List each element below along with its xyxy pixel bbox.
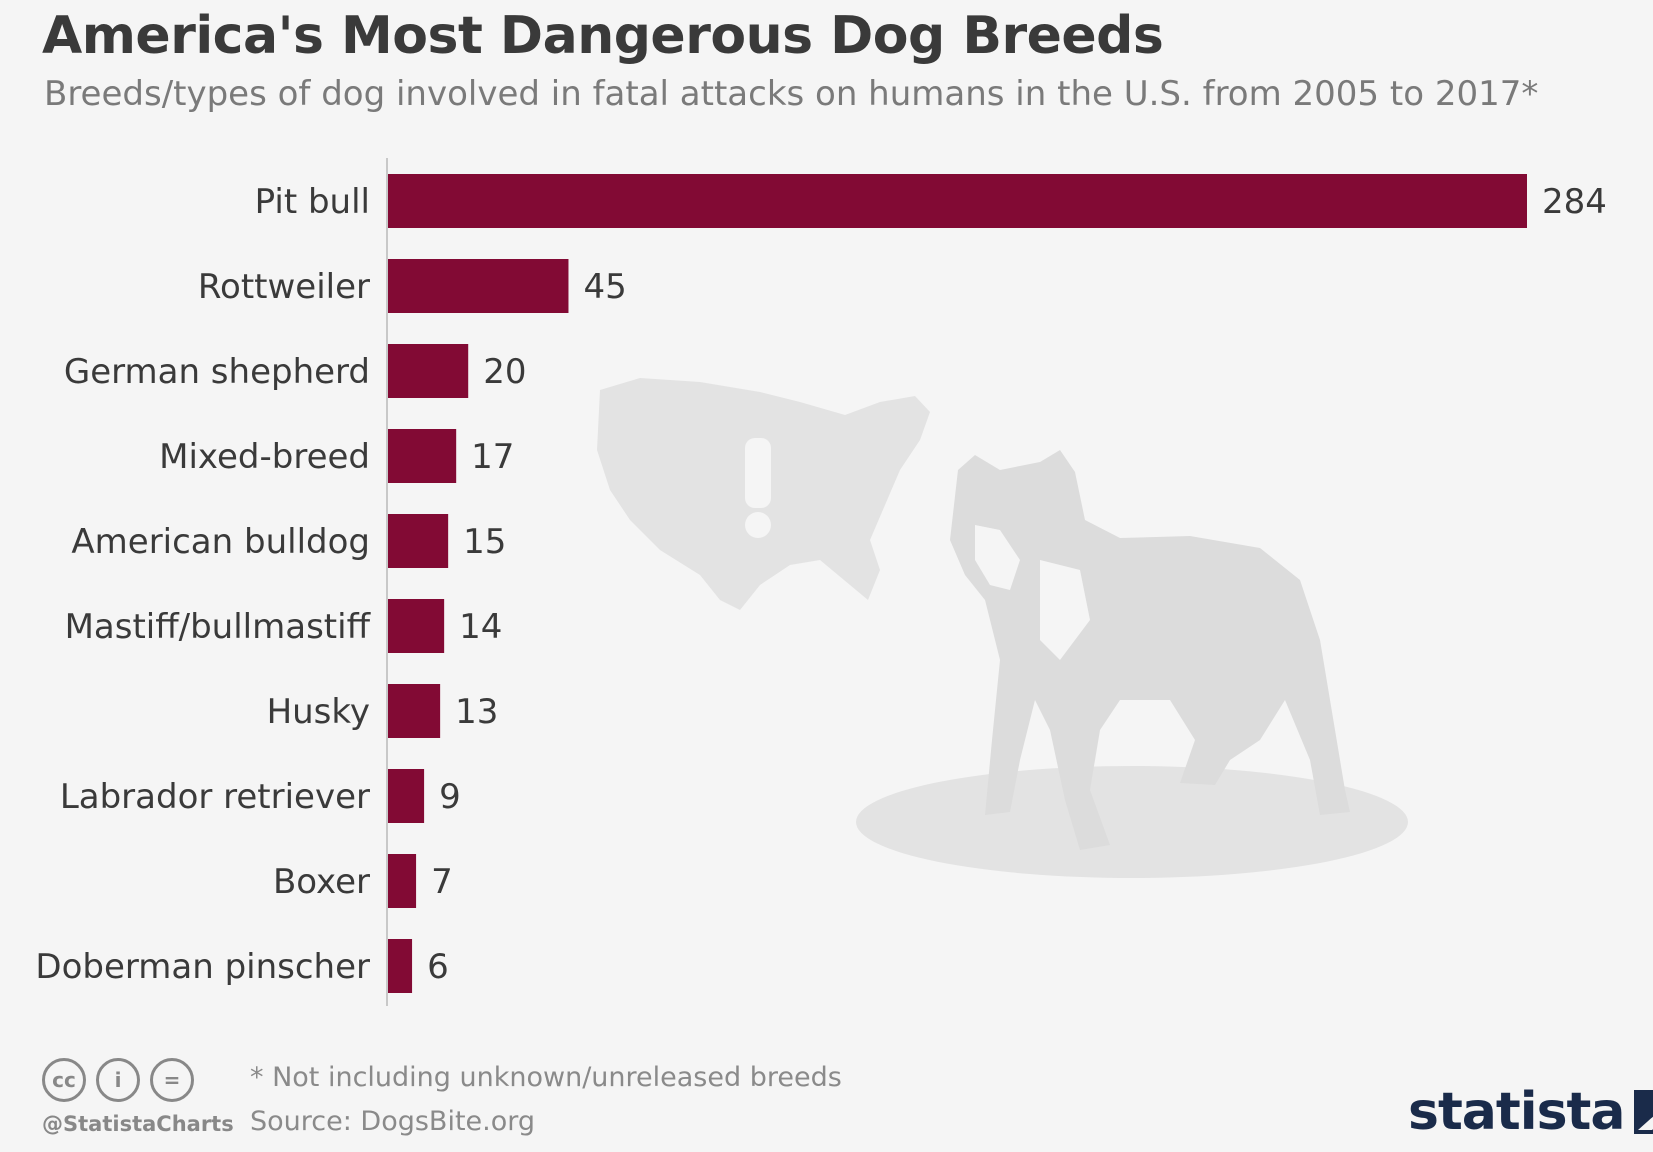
attribution-icon[interactable]: i bbox=[96, 1058, 140, 1102]
category-label: American bulldog bbox=[71, 522, 370, 562]
value-label: 13 bbox=[455, 692, 498, 732]
category-label: Mixed-breed bbox=[159, 437, 370, 477]
bar[interactable] bbox=[388, 174, 1527, 228]
exclamation-icon bbox=[745, 438, 771, 538]
category-label: Labrador retriever bbox=[60, 777, 370, 817]
value-label: 9 bbox=[439, 777, 461, 817]
statista-handle[interactable]: @StatistaCharts bbox=[42, 1112, 234, 1136]
category-label: Rottweiler bbox=[198, 267, 370, 307]
bar[interactable] bbox=[388, 769, 425, 823]
bar[interactable] bbox=[388, 344, 469, 398]
bar[interactable] bbox=[388, 599, 445, 653]
value-label: 6 bbox=[427, 947, 449, 987]
value-label: 45 bbox=[583, 267, 626, 307]
value-label: 15 bbox=[463, 522, 506, 562]
bar[interactable] bbox=[388, 854, 417, 908]
category-label: Boxer bbox=[273, 862, 370, 902]
bar[interactable] bbox=[388, 429, 457, 483]
category-label: German shepherd bbox=[64, 352, 370, 392]
category-label: Doberman pinscher bbox=[35, 947, 370, 987]
statista-wordmark: statista bbox=[1408, 1082, 1625, 1142]
chart-subtitle: Breeds/types of dog involved in fatal at… bbox=[44, 74, 1539, 114]
statista-logo-icon bbox=[1634, 1090, 1653, 1134]
bar[interactable] bbox=[388, 684, 441, 738]
bar[interactable] bbox=[388, 259, 569, 313]
value-label: 17 bbox=[471, 437, 514, 477]
bar[interactable] bbox=[388, 514, 449, 568]
dog-watermark-icon bbox=[856, 450, 1408, 878]
value-label: 20 bbox=[483, 352, 526, 392]
source-link[interactable]: Source: DogsBite.org bbox=[250, 1106, 536, 1137]
no-derivatives-icon[interactable]: = bbox=[150, 1058, 194, 1102]
footnote: * Not including unknown/unreleased breed… bbox=[250, 1062, 842, 1093]
creative-commons-icon[interactable]: cc bbox=[42, 1058, 86, 1102]
category-label: Husky bbox=[267, 692, 370, 732]
category-label: Pit bull bbox=[255, 182, 370, 222]
value-label: 7 bbox=[431, 862, 453, 902]
license-icons: cc i = bbox=[42, 1058, 194, 1102]
chart-title: America's Most Dangerous Dog Breeds bbox=[42, 6, 1164, 66]
category-label: Mastiff/bullmastiff bbox=[65, 607, 372, 647]
statista-logo[interactable]: statista bbox=[1408, 1082, 1653, 1142]
bar[interactable] bbox=[388, 939, 413, 993]
value-label: 284 bbox=[1542, 182, 1607, 222]
value-label: 14 bbox=[459, 607, 502, 647]
